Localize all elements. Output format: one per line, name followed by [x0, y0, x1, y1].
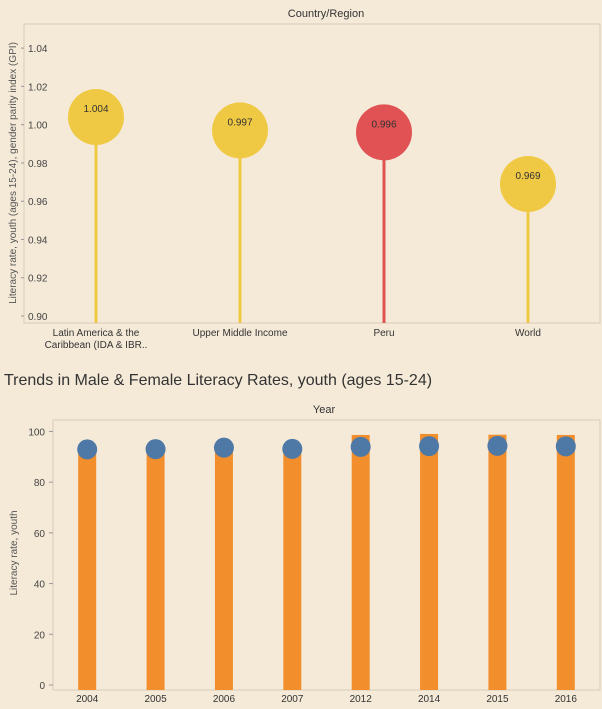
chart2-y-tick-label: 40 — [34, 580, 46, 591]
chart2-x-tick-label: 2015 — [486, 694, 509, 705]
lollipop-value-label: 0.997 — [227, 117, 252, 128]
chart1-y-tick-label: 1.00 — [28, 121, 48, 132]
chart1-x-tick-label: Upper Middle Income — [192, 328, 287, 339]
chart1-x-tick-label: World — [515, 328, 541, 339]
gpi-lollipop-chart: Country/Region Literacy rate, youth (age… — [8, 8, 601, 351]
chart1-x-tick-label: Latin America & the — [53, 328, 140, 339]
chart2-y-axis-label: Literacy rate, youth — [9, 510, 20, 595]
chart2-x-axis: 2004 2005 2006 2007 2012 2014 2015 2016 — [76, 694, 577, 705]
chart1-y-axis: 0.90 0.92 0.94 0.96 0.98 1.00 1.02 1.04 — [21, 44, 48, 323]
chart2-y-tick-label: 20 — [34, 630, 46, 641]
chart2-x-tick-label: 2016 — [555, 694, 578, 705]
chart1-y-tick-label: 0.90 — [28, 312, 48, 323]
literacy-bar[interactable] — [420, 433, 439, 690]
chart1-y-axis-label: Literacy rate, youth (ages 15-24), gende… — [8, 42, 19, 304]
literacy-bar[interactable] — [283, 446, 302, 690]
chart2-y-axis: 0 20 40 60 80 100 — [28, 427, 53, 692]
lollipop-circle[interactable] — [356, 104, 412, 161]
literacy-dot[interactable] — [145, 439, 166, 460]
chart2-x-tick-label: 2006 — [213, 694, 236, 705]
lollipop-circle[interactable] — [500, 155, 556, 212]
literacy-dot[interactable] — [555, 436, 576, 457]
chart2-marks — [77, 433, 576, 690]
chart1-y-tick-label: 1.04 — [28, 44, 48, 55]
literacy-dot[interactable] — [77, 439, 98, 460]
literacy-bar[interactable] — [556, 434, 575, 690]
lollipop-value-label: 0.996 — [371, 119, 396, 130]
literacy-dot[interactable] — [487, 435, 508, 456]
chart1-y-tick-label: 0.94 — [28, 235, 48, 246]
chart2-y-tick-label: 80 — [34, 478, 46, 489]
chart2-title: Trends in Male & Female Literacy Rates, … — [4, 372, 433, 389]
chart1-marks: 1.004 0.997 0.996 0.969 — [68, 89, 556, 323]
chart1-x-tick-label: Peru — [373, 328, 394, 339]
chart2-y-tick-label: 0 — [39, 681, 45, 692]
chart2-y-tick-label: 60 — [34, 529, 46, 540]
literacy-dot[interactable] — [282, 438, 303, 459]
chart1-y-tick-label: 0.96 — [28, 197, 48, 208]
chart2-plot-area — [52, 419, 601, 691]
chart2-x-tick-label: 2014 — [418, 694, 441, 705]
literacy-bar[interactable] — [488, 434, 507, 690]
literacy-bar[interactable] — [78, 446, 97, 690]
lollipop-value-label: 0.969 — [515, 171, 540, 182]
literacy-bar[interactable] — [146, 447, 165, 690]
chart1-plot-area — [23, 23, 601, 324]
literacy-dot[interactable] — [213, 437, 234, 458]
chart2-x-tick-label: 2007 — [281, 694, 304, 705]
chart1-y-tick-label: 1.02 — [28, 82, 48, 93]
literacy-dot[interactable] — [350, 436, 371, 457]
chart2-header: Year — [313, 404, 336, 416]
literacy-bar[interactable] — [214, 445, 233, 690]
chart1-header: Country/Region — [288, 8, 364, 20]
lollipop-circle[interactable] — [68, 89, 124, 146]
literacy-trend-chart: Year Literacy rate, youth 0 20 40 60 80 100 2… — [9, 404, 601, 705]
chart2-x-tick-label: 2004 — [76, 694, 99, 705]
literacy-bar[interactable] — [351, 434, 370, 690]
chart1-y-tick-label: 0.98 — [28, 159, 48, 170]
chart1-y-tick-label: 0.92 — [28, 274, 48, 285]
chart1-x-tick-label: Caribbean (IDA & IBR.. — [45, 340, 148, 351]
lollipop-circle[interactable] — [212, 102, 268, 159]
chart2-x-tick-label: 2012 — [350, 694, 373, 705]
lollipop-value-label: 1.004 — [83, 104, 108, 115]
chart2-x-tick-label: 2005 — [144, 694, 167, 705]
chart2-y-tick-label: 100 — [28, 427, 45, 438]
literacy-dot[interactable] — [419, 436, 440, 457]
